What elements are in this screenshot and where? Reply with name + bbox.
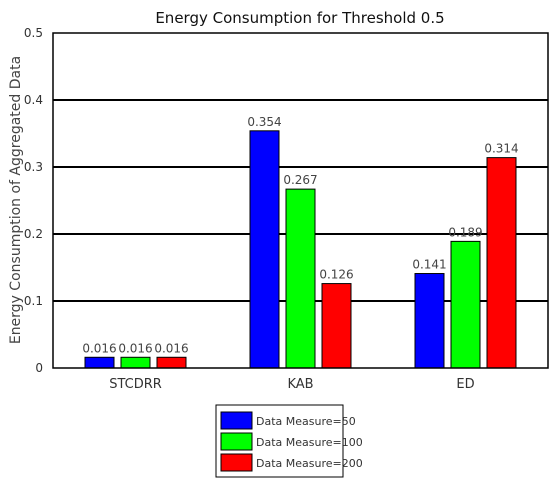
x-tick-label: STCDRR	[109, 377, 162, 392]
bars: 0.016 0.016 0.0160.3540.2670.1260.1410.189…	[82, 115, 519, 369]
y-tick-label: 0	[35, 361, 43, 375]
plot-frame	[52, 32, 549, 369]
bar-kab-series-3	[321, 283, 352, 369]
y-tick-label: 0.2	[24, 227, 43, 241]
y-tick-label: 0.3	[24, 160, 43, 174]
bar-ed-series-2	[450, 240, 481, 369]
bar-stcdrr-series-2	[120, 356, 151, 369]
y-axis-label: Energy Consumption of Aggregated Data	[8, 56, 24, 344]
legend-label: Data Measure=200	[256, 457, 363, 470]
bar-kab-series-2	[285, 188, 316, 369]
legend-label: Data Measure=50	[256, 415, 356, 428]
y-tick-label: 0.4	[24, 93, 43, 107]
legend-label: Data Measure=100	[256, 436, 363, 449]
bar-ed-series-3	[486, 157, 517, 369]
x-tick-label: KAB	[287, 377, 313, 392]
legend: Data Measure=50 Data Measure=100 Data Meas…	[215, 404, 363, 478]
bar-stcdrr-series-1	[84, 356, 115, 369]
bar-ed-series-1	[414, 273, 445, 369]
data-label: 0.267	[283, 173, 317, 187]
legend-swatch	[220, 411, 253, 430]
axes: 0 0.1 0.2 0.3 0.4 0.5 STCDRR KAB ED	[24, 26, 549, 392]
data-label: 0.126	[319, 268, 353, 282]
data-label: 0.314	[484, 142, 518, 156]
legend-swatch	[220, 432, 253, 451]
y-tick-label: 0.1	[24, 294, 43, 308]
bar-stcdrr-series-3	[156, 356, 187, 369]
x-tick-label: ED	[456, 377, 474, 392]
y-tick-label: 0.5	[24, 26, 43, 40]
data-label: 0.016	[118, 341, 152, 355]
chart-title: Energy Consumption for Threshold 0.5	[155, 9, 444, 27]
bar-kab-series-1	[249, 130, 280, 369]
data-label: 0.141	[412, 258, 446, 272]
data-label: 0.354	[247, 115, 281, 129]
data-label: 0.189	[448, 225, 482, 239]
data-label: 0.016	[82, 341, 116, 355]
legend-swatch	[220, 453, 253, 472]
data-label: 0.016	[154, 341, 188, 355]
